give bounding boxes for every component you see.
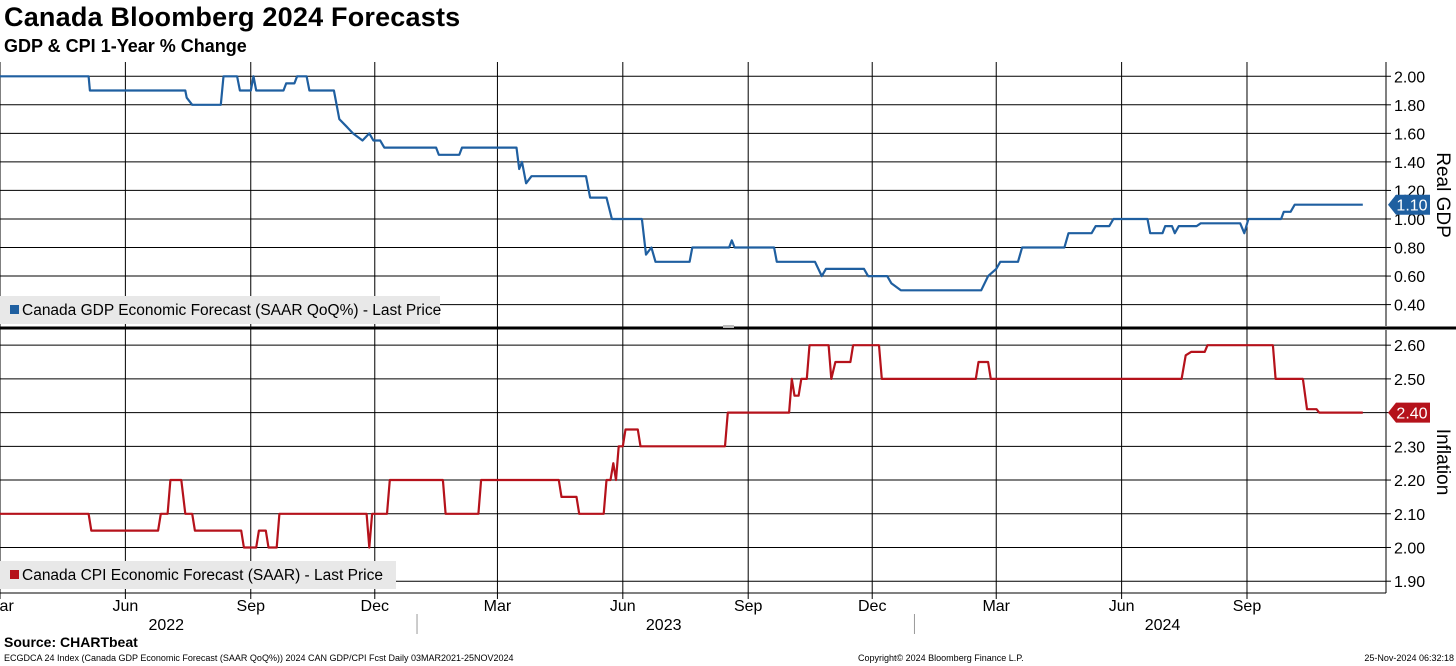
y-tick-label: 2.60 bbox=[1394, 338, 1425, 355]
x-tick-label: Dec bbox=[858, 598, 886, 615]
y-axis-title: Real GDP bbox=[1432, 152, 1453, 238]
x-tick-label: Mar bbox=[0, 598, 14, 615]
y-tick-label: 0.40 bbox=[1394, 298, 1425, 315]
x-tick-label: Dec bbox=[361, 598, 389, 615]
y-tick-label: 2.50 bbox=[1394, 372, 1425, 389]
y-tick-label: 2.00 bbox=[1394, 69, 1425, 86]
y-tick-label: 1.40 bbox=[1394, 155, 1425, 172]
y-axis-title: Inflation bbox=[1432, 429, 1453, 496]
x-year-label: 2023 bbox=[646, 617, 682, 634]
y-tick-label: 2.10 bbox=[1394, 507, 1425, 524]
x-year-label: 2022 bbox=[148, 617, 184, 634]
x-year-label: 2024 bbox=[1145, 617, 1181, 634]
legend-box bbox=[0, 296, 440, 324]
x-tick-label: Jun bbox=[1109, 598, 1135, 615]
x-tick-label: Mar bbox=[484, 598, 512, 615]
y-tick-label: 1.80 bbox=[1394, 98, 1425, 115]
last-value-tag bbox=[1388, 194, 1430, 215]
timestamp: 25-Nov-2024 06:32:18 bbox=[1364, 653, 1454, 663]
x-tick-label: Jun bbox=[112, 598, 138, 615]
legend-label: Canada CPI Economic Forecast (SAAR) - La… bbox=[22, 567, 383, 584]
x-tick-label: Sep bbox=[734, 598, 763, 615]
panel-resize-handle bbox=[723, 325, 734, 328]
x-tick-label: Sep bbox=[1233, 598, 1262, 615]
y-tick-label: 2.30 bbox=[1394, 439, 1425, 456]
legend-swatch bbox=[10, 305, 19, 314]
legend-box bbox=[0, 561, 396, 589]
index-note: ECGDCA 24 Index (Canada GDP Economic For… bbox=[4, 653, 514, 663]
series-line bbox=[0, 344, 1363, 549]
last-value-tag bbox=[1388, 402, 1430, 423]
legend-swatch bbox=[10, 570, 19, 579]
chart-subtitle: GDP & CPI 1-Year % Change bbox=[4, 36, 247, 56]
x-tick-label: Jun bbox=[610, 598, 636, 615]
chart-title: Canada Bloomberg 2024 Forecasts bbox=[4, 2, 461, 32]
y-tick-label: 1.00 bbox=[1394, 212, 1425, 229]
x-tick-label: Mar bbox=[982, 598, 1010, 615]
last-value-label: 2.40 bbox=[1396, 406, 1427, 423]
legend-label: Canada GDP Economic Forecast (SAAR QoQ%)… bbox=[22, 302, 441, 319]
x-tick-label: Sep bbox=[237, 598, 266, 615]
y-tick-label: 1.60 bbox=[1394, 126, 1425, 143]
series-line bbox=[0, 75, 1363, 292]
last-value-label: 1.10 bbox=[1396, 198, 1427, 215]
y-tick-label: 0.80 bbox=[1394, 241, 1425, 258]
y-tick-label: 2.20 bbox=[1394, 473, 1425, 490]
y-tick-label: 1.90 bbox=[1394, 574, 1425, 591]
y-tick-label: 0.60 bbox=[1394, 269, 1425, 286]
y-tick-label: 2.00 bbox=[1394, 540, 1425, 557]
source-note: Source: CHARTbeat bbox=[4, 634, 138, 650]
copyright-note: Copyright© 2024 Bloomberg Finance L.P. bbox=[858, 653, 1024, 663]
